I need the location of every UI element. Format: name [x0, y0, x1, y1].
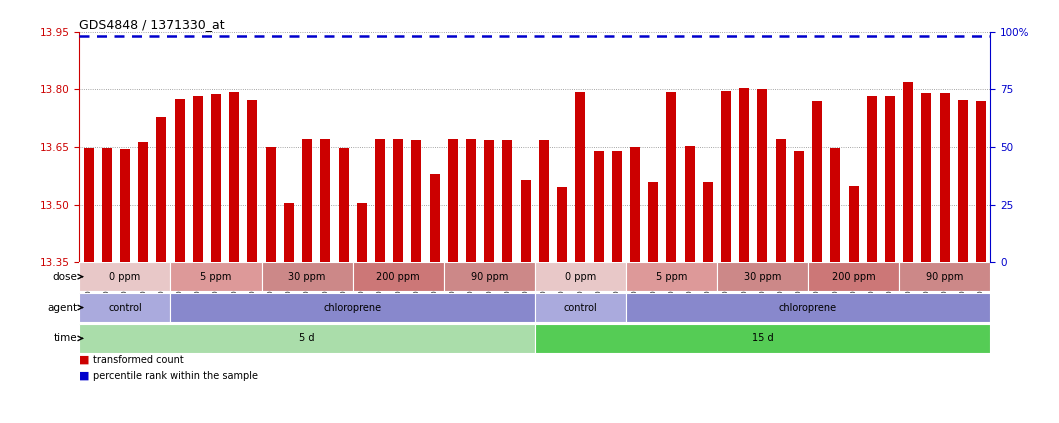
Text: percentile rank within the sample: percentile rank within the sample: [93, 371, 258, 381]
Bar: [684, 146, 695, 262]
Bar: [302, 139, 312, 262]
Bar: [79, 293, 170, 322]
Bar: [539, 140, 549, 262]
Text: 15 d: 15 d: [752, 333, 773, 343]
Bar: [411, 140, 421, 262]
Bar: [262, 262, 353, 291]
Text: transformed count: transformed count: [93, 355, 184, 365]
Bar: [557, 187, 568, 262]
Text: ■: ■: [79, 371, 90, 381]
Bar: [375, 139, 385, 262]
Bar: [903, 82, 913, 262]
Bar: [79, 324, 535, 353]
Bar: [757, 89, 768, 262]
Bar: [339, 148, 348, 262]
Bar: [812, 101, 822, 262]
Bar: [229, 92, 239, 262]
Text: 0 ppm: 0 ppm: [564, 272, 596, 282]
Bar: [666, 93, 677, 262]
Text: 30 ppm: 30 ppm: [743, 272, 782, 282]
Bar: [630, 147, 640, 262]
Bar: [575, 92, 586, 262]
Bar: [175, 99, 184, 262]
Bar: [444, 262, 535, 291]
Bar: [284, 203, 294, 262]
Bar: [957, 100, 968, 262]
Bar: [448, 139, 457, 262]
Bar: [794, 151, 804, 262]
Bar: [170, 262, 262, 291]
Bar: [430, 174, 439, 262]
Text: 200 ppm: 200 ppm: [831, 272, 876, 282]
Bar: [717, 262, 808, 291]
Text: GDS4848 / 1371330_at: GDS4848 / 1371330_at: [79, 18, 226, 30]
Bar: [830, 148, 841, 262]
Text: 0 ppm: 0 ppm: [109, 272, 141, 282]
Text: 30 ppm: 30 ppm: [288, 272, 326, 282]
Text: chloroprene: chloroprene: [779, 302, 837, 313]
Text: agent: agent: [48, 302, 77, 313]
Bar: [648, 181, 659, 262]
Text: 90 ppm: 90 ppm: [470, 272, 508, 282]
Bar: [211, 94, 221, 262]
Bar: [157, 117, 166, 262]
Bar: [721, 91, 731, 262]
Text: ■: ■: [79, 355, 90, 365]
Bar: [775, 139, 786, 262]
Text: 5 ppm: 5 ppm: [656, 272, 687, 282]
Bar: [939, 93, 950, 262]
Bar: [703, 181, 713, 262]
Bar: [353, 262, 444, 291]
Bar: [626, 262, 717, 291]
Bar: [266, 147, 275, 262]
Bar: [79, 262, 170, 291]
Bar: [248, 100, 257, 262]
Bar: [535, 324, 990, 353]
Text: chloroprene: chloroprene: [324, 302, 381, 313]
Bar: [612, 151, 622, 262]
Bar: [848, 186, 859, 262]
Text: time: time: [54, 333, 77, 343]
Text: control: control: [108, 302, 142, 313]
Bar: [626, 293, 990, 322]
Bar: [138, 142, 148, 262]
Bar: [193, 96, 203, 262]
Bar: [808, 262, 899, 291]
Bar: [535, 262, 626, 291]
Bar: [535, 293, 626, 322]
Bar: [899, 262, 990, 291]
Bar: [484, 140, 495, 262]
Bar: [120, 149, 130, 262]
Bar: [866, 96, 877, 262]
Text: 200 ppm: 200 ppm: [376, 272, 420, 282]
Bar: [593, 151, 604, 262]
Text: dose: dose: [53, 272, 77, 282]
Bar: [921, 93, 932, 262]
Bar: [320, 139, 330, 262]
Bar: [466, 139, 477, 262]
Bar: [739, 88, 750, 262]
Text: 5 ppm: 5 ppm: [200, 272, 232, 282]
Text: control: control: [563, 302, 597, 313]
Bar: [521, 180, 531, 262]
Text: 90 ppm: 90 ppm: [926, 272, 964, 282]
Bar: [393, 139, 403, 262]
Bar: [357, 203, 366, 262]
Text: 5 d: 5 d: [300, 333, 315, 343]
Bar: [84, 148, 93, 262]
Bar: [502, 140, 513, 262]
Bar: [102, 148, 112, 262]
Bar: [976, 101, 986, 262]
Bar: [170, 293, 535, 322]
Bar: [885, 96, 895, 262]
